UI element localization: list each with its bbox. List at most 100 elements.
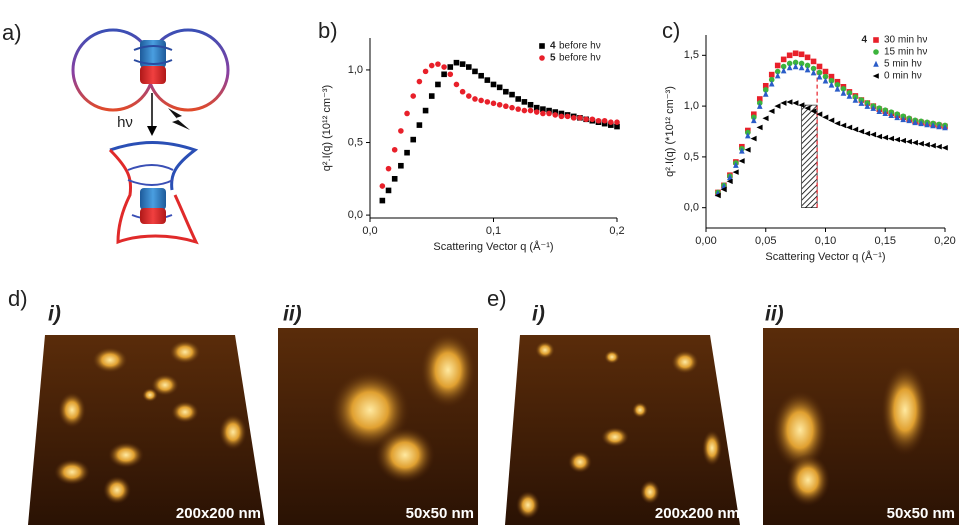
marker	[828, 81, 835, 88]
y-tick-label: 0,5	[348, 136, 363, 148]
marker	[398, 162, 404, 169]
legend-label: 5	[550, 53, 556, 64]
legend-label: 4	[550, 41, 556, 52]
marker	[780, 100, 787, 106]
marker	[834, 120, 841, 127]
marker	[786, 64, 793, 71]
marker	[905, 138, 912, 145]
marker	[583, 116, 589, 123]
marker	[540, 110, 546, 117]
marker	[546, 107, 552, 114]
arrow	[147, 93, 190, 136]
marker	[453, 59, 460, 66]
marker	[428, 62, 435, 69]
marker	[416, 78, 423, 85]
marker	[804, 105, 811, 111]
marker	[447, 71, 454, 78]
y-axis-title: q².I(q) (*10¹² cm⁻³)	[664, 86, 676, 177]
marker	[876, 107, 883, 114]
marker	[798, 102, 805, 108]
marker	[466, 64, 472, 70]
marker	[459, 88, 466, 95]
legend-marker	[873, 60, 879, 67]
light-label: hν	[117, 114, 133, 131]
marker	[564, 113, 571, 120]
marker	[404, 149, 410, 156]
sub-label: i)	[532, 303, 545, 326]
x-axis-title: Scattering Vector q (Å⁻¹)	[433, 240, 553, 253]
marker	[792, 50, 799, 57]
marker	[509, 91, 515, 98]
marker	[727, 173, 733, 181]
marker	[745, 132, 751, 139]
marker	[810, 58, 817, 65]
sub-label: ii)	[765, 303, 784, 326]
marker	[391, 146, 398, 153]
marker	[751, 117, 757, 124]
marker	[864, 102, 871, 109]
marker	[870, 104, 877, 111]
marker	[601, 117, 608, 124]
marker	[888, 111, 895, 119]
afm-image	[28, 335, 265, 525]
marker	[484, 77, 491, 83]
marker	[527, 107, 534, 114]
marker	[720, 186, 727, 193]
marker	[503, 88, 509, 95]
marker	[887, 135, 895, 142]
marker	[768, 71, 775, 78]
marker	[912, 119, 918, 126]
marker	[398, 128, 404, 134]
molecule-closed	[108, 141, 199, 245]
marker	[533, 109, 540, 115]
scale-label: 50x50 nm	[406, 505, 474, 522]
marker	[875, 133, 883, 140]
marker	[840, 86, 847, 92]
marker	[447, 64, 454, 70]
highlight-band	[801, 104, 818, 208]
marker	[768, 108, 775, 114]
legend-title: 4	[861, 35, 867, 46]
legend-marker	[872, 73, 879, 79]
marker	[828, 77, 835, 84]
marker	[589, 116, 596, 123]
marker	[595, 117, 602, 124]
marker	[929, 142, 936, 149]
marker	[900, 116, 906, 123]
marker	[570, 115, 577, 121]
marker	[552, 109, 559, 115]
marker	[521, 107, 528, 114]
y-tick-label: 1,0	[348, 64, 363, 76]
marker	[472, 68, 478, 75]
marker	[762, 90, 769, 97]
marker	[882, 109, 889, 117]
marker	[435, 81, 441, 88]
molecule-open	[71, 28, 230, 112]
marker	[714, 192, 721, 199]
marker	[726, 178, 733, 185]
marker	[930, 122, 936, 129]
marker	[404, 110, 410, 117]
marker	[828, 117, 835, 124]
legend-label: before hν	[559, 53, 601, 64]
marker	[780, 67, 787, 74]
marker	[894, 113, 900, 121]
marker	[804, 54, 811, 61]
marker	[804, 66, 811, 73]
marker	[762, 87, 769, 93]
marker	[441, 64, 447, 70]
y-tick-label: 0,0	[684, 202, 699, 214]
marker	[453, 81, 460, 88]
y-tick-label: 1,5	[684, 49, 699, 61]
panel-label: e)	[487, 286, 507, 311]
marker	[391, 176, 398, 182]
marker	[822, 68, 829, 75]
marker	[834, 81, 841, 88]
x-axis-title: Scattering Vector q (Å⁻¹)	[765, 250, 885, 263]
x-tick-label: 0,1	[486, 225, 501, 237]
marker	[466, 93, 472, 99]
y-tick-label: 1,0	[684, 100, 699, 112]
marker	[810, 65, 817, 72]
afm-image	[278, 328, 478, 525]
scale-label: 200x200 nm	[655, 505, 740, 522]
